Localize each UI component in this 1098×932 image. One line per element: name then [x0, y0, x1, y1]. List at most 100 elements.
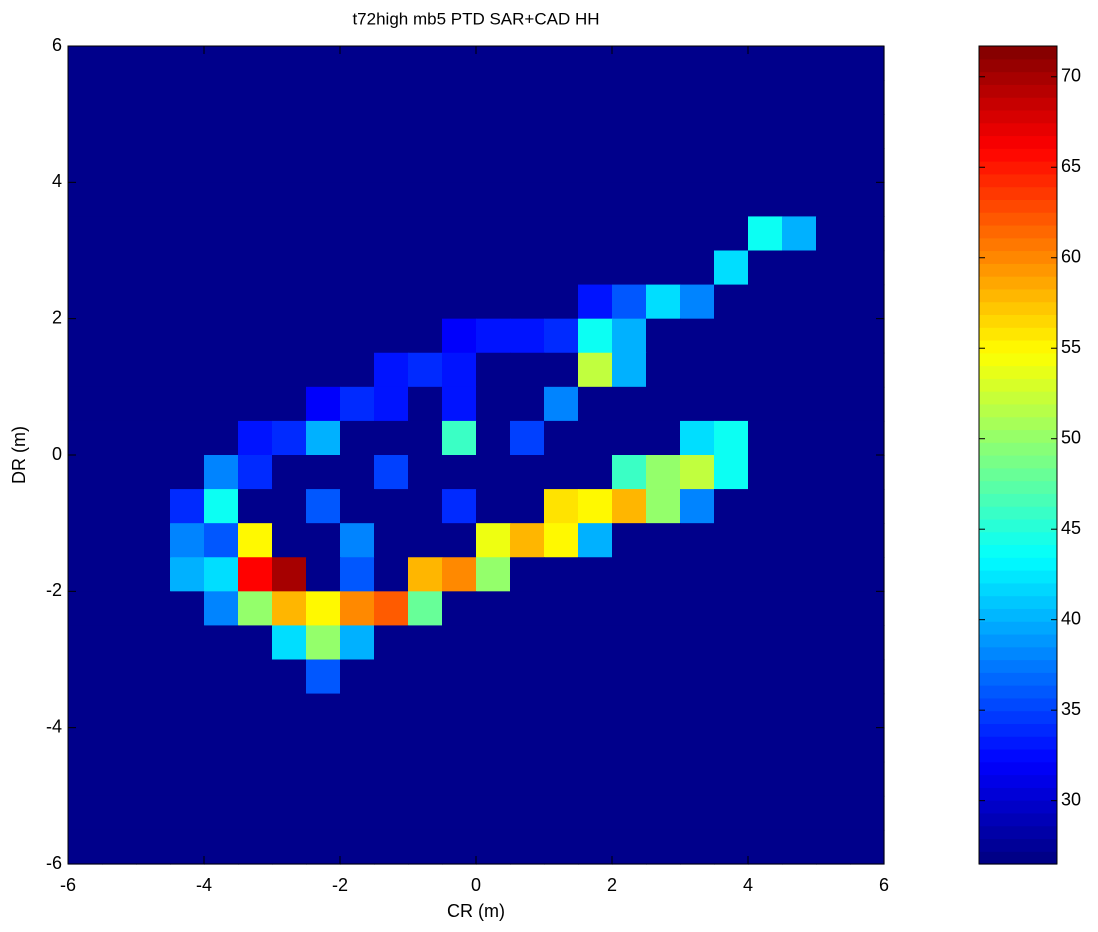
heat-cell	[102, 80, 137, 115]
heat-cell	[238, 182, 273, 218]
colorbar-step	[979, 161, 1057, 175]
heat-cell	[442, 455, 477, 490]
heat-cell	[374, 216, 409, 252]
colorbar-step	[979, 557, 1057, 571]
heat-cell	[136, 659, 171, 695]
heat-cell	[306, 46, 341, 81]
heat-cell	[136, 591, 171, 627]
heat-cell	[476, 420, 511, 456]
heat-cell	[68, 148, 103, 183]
heat-cell	[816, 420, 851, 456]
heat-cell	[612, 46, 647, 81]
heat-cell	[272, 284, 307, 320]
heat-cell	[510, 80, 545, 115]
heat-cell	[816, 659, 851, 695]
heat-cell	[170, 761, 205, 797]
heat-cell	[340, 284, 375, 320]
y-tick-label: 2	[52, 307, 62, 327]
heat-cell	[272, 727, 307, 763]
heat-cell	[136, 318, 171, 354]
heat-cell	[238, 761, 273, 797]
heat-cell	[816, 625, 851, 661]
colorbar-step	[979, 148, 1057, 162]
heat-cell	[646, 489, 681, 524]
colorbar-step	[979, 761, 1057, 776]
heat-cell	[748, 250, 783, 286]
heat-cell	[340, 761, 375, 797]
heat-cell	[408, 148, 443, 183]
heat-cell	[850, 795, 885, 831]
heat-cell	[408, 114, 443, 149]
heat-cell	[136, 182, 171, 218]
heat-cell	[850, 318, 885, 354]
heat-cell	[306, 216, 341, 252]
heat-cell	[748, 182, 783, 218]
heat-cell	[680, 386, 715, 422]
heat-cell	[238, 80, 273, 115]
heat-cell	[442, 80, 477, 115]
heat-cell	[510, 727, 545, 763]
heat-cell	[510, 625, 545, 661]
heat-cell	[340, 114, 375, 149]
heat-cell	[680, 318, 715, 354]
heat-cell	[306, 148, 341, 183]
heat-cell	[102, 148, 137, 183]
heat-cell	[340, 829, 375, 865]
colorbar-step	[979, 838, 1057, 852]
heat-cell	[306, 80, 341, 115]
heat-cell	[306, 420, 341, 456]
colorbar-step	[979, 135, 1057, 149]
heat-cell	[578, 352, 613, 388]
heat-cell	[238, 46, 273, 81]
heat-cell	[408, 523, 443, 558]
heat-cell	[578, 216, 613, 252]
colorbar-tick-label: 60	[1061, 246, 1081, 266]
heat-cell	[68, 727, 103, 763]
colorbar-step	[979, 646, 1057, 661]
heat-cell	[170, 489, 205, 524]
heat-cell	[782, 625, 817, 661]
heat-cell	[272, 182, 307, 218]
colorbar-step	[979, 787, 1057, 801]
heat-cell	[646, 829, 681, 865]
heat-cell	[748, 114, 783, 149]
heat-cell	[136, 489, 171, 524]
heat-cell	[714, 216, 749, 252]
heat-cell	[238, 455, 273, 490]
colorbar-step	[979, 327, 1057, 341]
heat-cell	[442, 557, 477, 592]
heat-cell	[816, 386, 851, 422]
heat-cell	[374, 46, 409, 81]
heat-cell	[510, 318, 545, 354]
colorbar-step	[979, 595, 1057, 609]
heat-cell	[136, 114, 171, 149]
heat-cell	[850, 148, 885, 183]
heat-cell	[680, 114, 715, 149]
heat-cell	[544, 557, 579, 592]
heat-cell	[544, 216, 579, 252]
heat-cell	[476, 318, 511, 354]
heat-cell	[306, 659, 341, 695]
heat-cell	[238, 591, 273, 627]
heat-cell	[340, 80, 375, 115]
colorbar-step	[979, 378, 1057, 392]
heat-cell	[170, 829, 205, 865]
heat-cell	[272, 523, 307, 558]
heat-cell	[204, 795, 239, 831]
heat-cell	[578, 829, 613, 865]
heat-cell	[170, 148, 205, 183]
colorbar-step	[979, 659, 1057, 673]
heat-cell	[102, 114, 137, 149]
heat-cell	[476, 761, 511, 797]
heat-cell	[340, 693, 375, 729]
heat-cell	[578, 386, 613, 422]
heat-cell	[782, 148, 817, 183]
heat-cell	[408, 693, 443, 729]
heat-cell	[510, 284, 545, 320]
heat-cell	[170, 80, 205, 115]
heat-cell	[306, 795, 341, 831]
colorbar-step	[979, 339, 1057, 354]
heat-cell	[68, 46, 103, 81]
colorbar-step	[979, 774, 1057, 788]
heat-cell	[612, 80, 647, 115]
